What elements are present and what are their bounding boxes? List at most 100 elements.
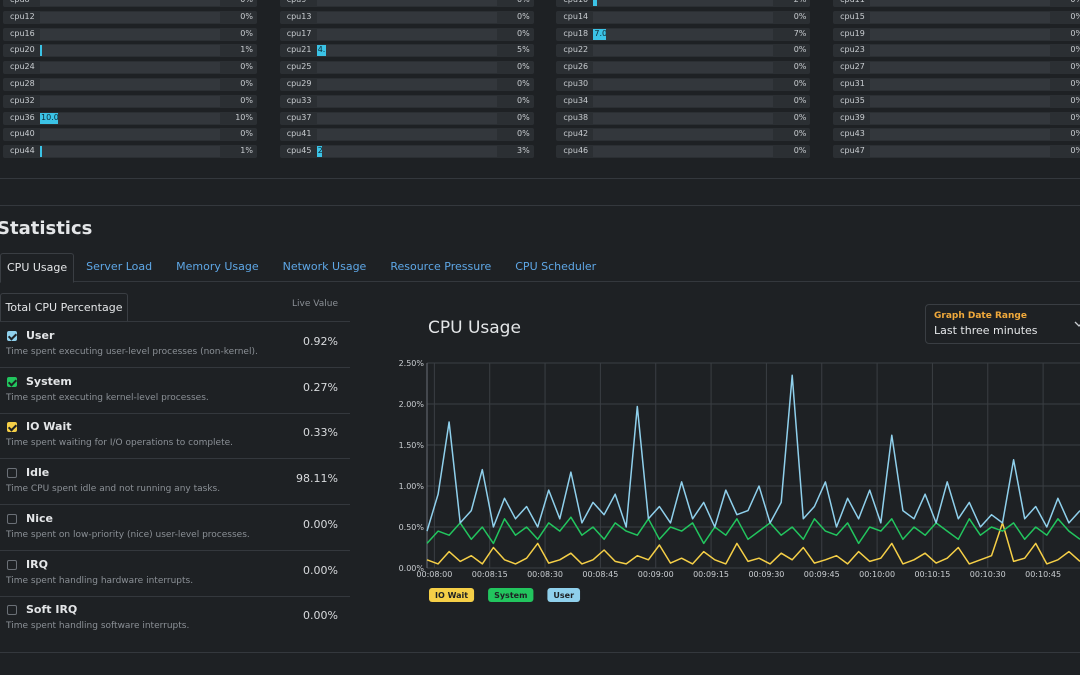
core-name: cpu34 xyxy=(563,95,589,105)
cpu-core: cpu10 2% xyxy=(556,0,811,7)
series-line xyxy=(426,522,1080,565)
core-percent: 0% xyxy=(240,62,253,72)
chart-title: CPU Usage xyxy=(428,318,521,338)
core-percent: 0% xyxy=(517,0,530,4)
core-track xyxy=(870,0,1051,6)
core-name: cpu39 xyxy=(840,112,865,122)
checkbox[interactable] xyxy=(7,376,17,387)
core-track xyxy=(316,62,497,74)
core-track xyxy=(870,129,1051,141)
cpu-core: cpu18 7.0 7% xyxy=(556,27,811,41)
tab[interactable]: Server Load xyxy=(86,260,153,273)
core-name: cpu38 xyxy=(563,112,589,122)
tab[interactable]: Network Usage xyxy=(282,260,367,273)
cpu-core: cpu44 1% xyxy=(3,145,257,159)
tab[interactable]: CPU Usage xyxy=(0,253,75,283)
core-track: 2 xyxy=(316,146,497,158)
core-percent: 0% xyxy=(1070,11,1080,21)
x-tick-label: 00:09:00 xyxy=(638,570,674,579)
row-line xyxy=(0,549,350,551)
select-value: Last three minutes xyxy=(934,324,1038,337)
core-track xyxy=(593,95,774,107)
checkbox[interactable] xyxy=(7,468,17,479)
core-track xyxy=(40,28,220,40)
core-percent: 0% xyxy=(516,95,530,105)
checkbox[interactable] xyxy=(7,422,17,433)
core-bar xyxy=(40,45,42,57)
core-name: cpu15 xyxy=(840,11,865,21)
core-name: cpu14 xyxy=(563,11,589,21)
cpu-core: cpu8 0% xyxy=(3,0,257,7)
cpu-core: cpu13 0% xyxy=(279,10,534,24)
tab[interactable]: Resource Pressure xyxy=(390,260,492,273)
cpu-core: cpu34 0% xyxy=(556,94,811,108)
panel-tab[interactable]: Total CPU Percentage xyxy=(0,293,128,321)
cpu-core: cpu36 10.0 10% xyxy=(3,111,257,125)
metric-description: Time spent executing user-level processe… xyxy=(6,347,258,357)
tab-line xyxy=(0,281,1080,282)
core-track xyxy=(40,95,220,107)
metric-row: IRQ Time spent handling hardware interrup… xyxy=(0,555,1080,600)
tab[interactable]: CPU Scheduler xyxy=(515,260,597,273)
cpu-core: cpu45 2 3% xyxy=(279,145,534,159)
core-name: cpu21 xyxy=(286,45,312,55)
core-name: cpu33 xyxy=(286,95,312,105)
metric-description: Time CPU spent idle and not running any … xyxy=(6,484,221,495)
metric-value: 0.27% xyxy=(303,380,338,394)
tab[interactable]: Memory Usage xyxy=(176,260,259,273)
core-name: cpu12 xyxy=(10,11,35,21)
checkbox[interactable] xyxy=(7,513,17,524)
core-track xyxy=(316,112,497,124)
core-percent: 1% xyxy=(240,45,253,55)
row-line xyxy=(0,367,350,368)
core-name: cpu13 xyxy=(286,11,312,21)
core-percent: 0% xyxy=(1070,45,1080,55)
cpu-core: cpu22 0% xyxy=(556,44,811,58)
metric-row: User Time spent executing user-level proc… xyxy=(0,326,1080,371)
date-range-select[interactable]: Graph Date Range Last three minutes xyxy=(925,304,1080,344)
core-track xyxy=(40,129,220,141)
chevron xyxy=(1074,321,1080,327)
cpu-core: cpu41 0% xyxy=(279,128,534,142)
core-bar xyxy=(40,146,42,158)
core-name: cpu8 xyxy=(10,0,30,4)
core-track xyxy=(40,11,220,23)
core-track xyxy=(40,146,220,158)
core-name: cpu11 xyxy=(840,0,865,4)
row-line xyxy=(0,412,350,414)
x-tick-label: 00:09:30 xyxy=(748,570,784,579)
cpu-core: cpu27 0% xyxy=(833,61,1080,75)
core-name: cpu31 xyxy=(840,79,865,88)
core-name: cpu44 xyxy=(10,146,35,156)
x-tick-label: 00:08:30 xyxy=(527,570,563,579)
metric-row: IO Wait Time spent waiting for I/O operat… xyxy=(0,417,1080,462)
cpu-core: cpu14 0% xyxy=(556,10,811,24)
metric-description: Time spent waiting for I/O operations to… xyxy=(6,438,234,449)
cpu-core: cpu12 0% xyxy=(3,10,257,24)
metric-name: IRQ xyxy=(26,557,48,571)
checkbox[interactable] xyxy=(7,559,17,570)
checkbox[interactable] xyxy=(7,605,17,616)
cpu-core: cpu35 0% xyxy=(833,94,1080,108)
core-percent: 7% xyxy=(793,28,807,38)
cpu-core: cpu17 0% xyxy=(279,27,534,41)
metric-name: Idle xyxy=(26,466,50,480)
core-bar xyxy=(593,0,597,6)
cpu-core: cpu29 0% xyxy=(279,78,534,91)
core-percent: 0% xyxy=(1070,0,1080,4)
core-percent: 0% xyxy=(793,129,807,139)
metric-value: 0.00% xyxy=(303,563,338,577)
core-track xyxy=(316,79,497,90)
core-bar: 10.0 xyxy=(40,112,58,124)
core-name: cpu30 xyxy=(563,79,589,88)
core-bar: 7.0 xyxy=(593,28,606,40)
checkbox[interactable] xyxy=(7,331,17,341)
core-percent: 0% xyxy=(793,79,807,88)
core-percent: 0% xyxy=(240,28,253,38)
legend-label: User xyxy=(553,591,574,600)
core-percent: 0% xyxy=(516,62,530,72)
cpu-core: cpu15 0% xyxy=(833,10,1080,24)
core-name: cpu18 xyxy=(563,28,589,38)
cpu-core: cpu25 0% xyxy=(279,61,534,75)
x-tick-label: 00:10:45 xyxy=(1025,570,1061,579)
